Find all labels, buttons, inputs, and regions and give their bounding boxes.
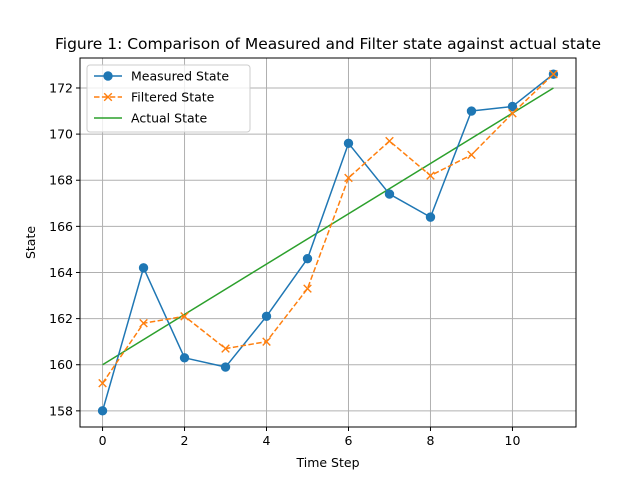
measured-state-point — [343, 138, 354, 149]
measured-state-point — [384, 189, 395, 199]
grid — [80, 58, 576, 427]
legend-marker — [103, 92, 113, 102]
y-tick-label: 164 — [49, 265, 73, 280]
measured-state-point — [425, 212, 436, 222]
x-tick-label: 0 — [99, 433, 107, 448]
filtered-state-point — [262, 337, 271, 346]
legend-item-filtered-state: Filtered State — [94, 90, 215, 105]
filtered-state-point — [180, 312, 189, 321]
filtered-state-point — [426, 171, 435, 180]
measured-state-point — [466, 106, 477, 116]
legend-box — [86, 64, 251, 133]
filtered-state-point — [385, 136, 394, 146]
series-filtered-state — [98, 69, 558, 388]
legend: Measured State Filtered State Actual State — [86, 64, 251, 133]
plot-frame — [79, 57, 577, 428]
filtered-state-point — [508, 109, 517, 118]
actual-state-line — [102, 87, 554, 366]
filtered-state-point — [344, 173, 353, 183]
x-tick-label: 8 — [427, 433, 435, 448]
chart-title: Figure 1: Comparison of Measured and Fil… — [55, 35, 601, 53]
measured-state-point — [302, 253, 313, 264]
axis-ticks: 0 2 4 6 8 10 158 160 162 164 166 168 170 172 — [49, 80, 520, 448]
measured-state-line — [101, 73, 554, 412]
legend-label: Filtered State — [131, 90, 215, 105]
legend-marker — [103, 71, 113, 81]
legend-item-actual-state: Actual State — [94, 111, 208, 126]
measured-state-point — [261, 311, 272, 321]
filtered-state-point — [303, 284, 312, 293]
x-tick-label: 2 — [181, 433, 189, 448]
filtered-state-point — [98, 378, 107, 388]
x-tick-label: 6 — [345, 433, 353, 448]
series-actual-state — [102, 87, 554, 366]
y-tick-label: 172 — [49, 80, 73, 95]
measured-state-point — [97, 406, 108, 416]
filtered-state-point — [221, 344, 230, 353]
legend-label: Measured State — [131, 69, 229, 84]
measured-state-point — [138, 263, 149, 273]
y-tick-label: 166 — [49, 219, 73, 234]
y-tick-label: 168 — [49, 173, 73, 188]
legend-label: Actual State — [131, 111, 208, 126]
measured-state-point — [179, 353, 190, 363]
y-tick-label: 158 — [49, 403, 73, 418]
filtered-state-line — [101, 73, 554, 384]
measured-state-point — [220, 362, 231, 372]
y-axis-label: State — [23, 226, 38, 259]
filtered-state-point — [139, 318, 148, 328]
x-tick-label: 10 — [505, 433, 521, 448]
x-axis-label: Time Step — [295, 455, 359, 470]
filtered-state-point — [549, 69, 558, 79]
y-tick-label: 170 — [49, 127, 73, 142]
y-tick-label: 162 — [49, 311, 73, 326]
y-tick-label: 160 — [49, 357, 73, 372]
series-layer — [97, 69, 559, 416]
filtered-state-point — [467, 150, 476, 160]
measured-state-point — [507, 101, 518, 112]
legend-item-measured-state: Measured State — [94, 69, 229, 84]
x-tick-label: 4 — [263, 433, 271, 448]
